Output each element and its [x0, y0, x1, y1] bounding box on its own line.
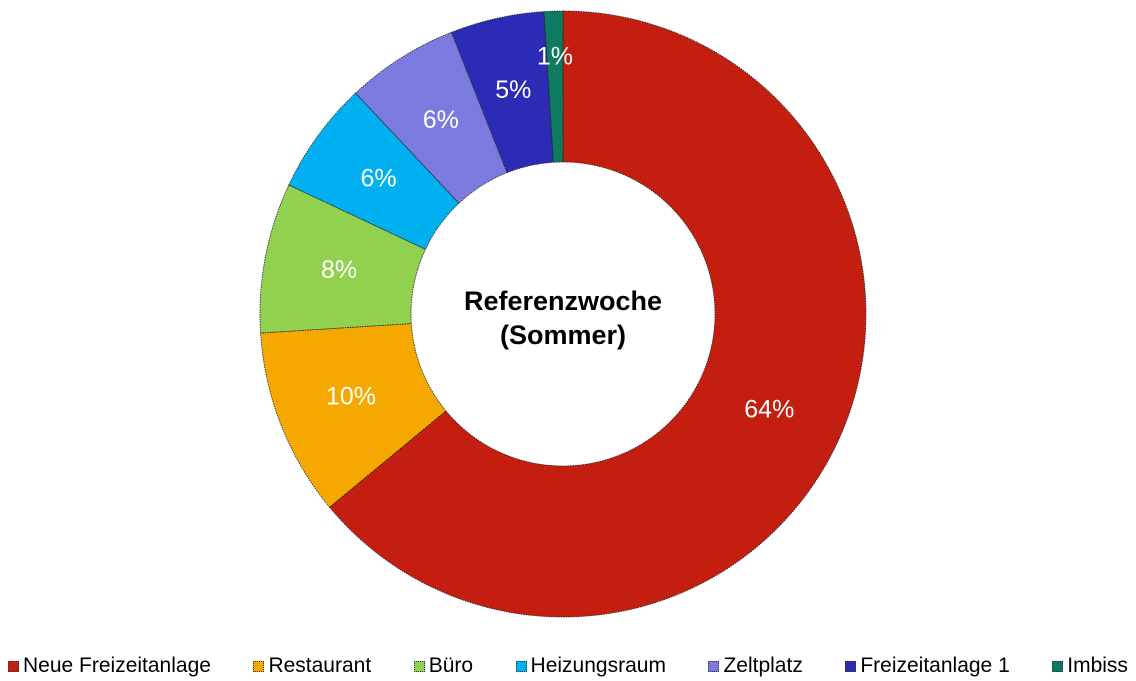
legend-swatch — [253, 660, 265, 672]
legend-label: Imbiss — [1067, 654, 1128, 677]
slice — [288, 92, 460, 250]
slice-label: 6% — [360, 165, 396, 193]
legend-swatch — [708, 660, 720, 672]
legend-item: Büro — [413, 654, 474, 678]
slice — [259, 184, 426, 334]
slice — [543, 10, 564, 163]
plot: 64% 10% 8% 6% 6% 5%1% — [259, 10, 867, 618]
legend-label: Freizeitanlage 1 — [860, 654, 1010, 677]
slice-label: 8% — [321, 256, 357, 284]
legend-item: Imbiss — [1052, 654, 1128, 678]
legend-item: Neue Freizeitanlage — [8, 654, 211, 678]
chart-title: Referenzwoche (Sommer) — [463, 286, 663, 350]
legend-item: Restaurant — [253, 654, 371, 678]
legend-swatch — [845, 660, 857, 672]
legend-label: Neue Freizeitanlage — [23, 654, 211, 677]
legend-label: Restaurant — [268, 654, 372, 677]
legend-label: Zeltplatz — [723, 654, 803, 677]
slice — [328, 10, 867, 618]
slice-label: 6% — [423, 106, 459, 134]
legend-label: Büro — [428, 654, 474, 677]
legend-item: Zeltplatz — [708, 654, 803, 678]
legend: Neue Freizeitanlage Restaurant Büro Heizung… — [0, 654, 1136, 678]
slice-label: 5% — [495, 76, 531, 104]
legend-item: Heizungsraum — [515, 654, 666, 678]
legend-swatch — [413, 660, 425, 672]
slice-label: 1% — [537, 43, 573, 71]
legend-label: Heizungsraum — [530, 654, 666, 677]
legend-swatch — [8, 660, 19, 672]
slice-label: 10% — [326, 383, 376, 411]
slice-label: 64% — [744, 396, 794, 424]
legend-swatch — [1052, 660, 1064, 672]
legend-item: Freizeitanlage 1 — [845, 654, 1010, 678]
legend-swatch — [515, 660, 527, 672]
slice — [355, 31, 508, 204]
